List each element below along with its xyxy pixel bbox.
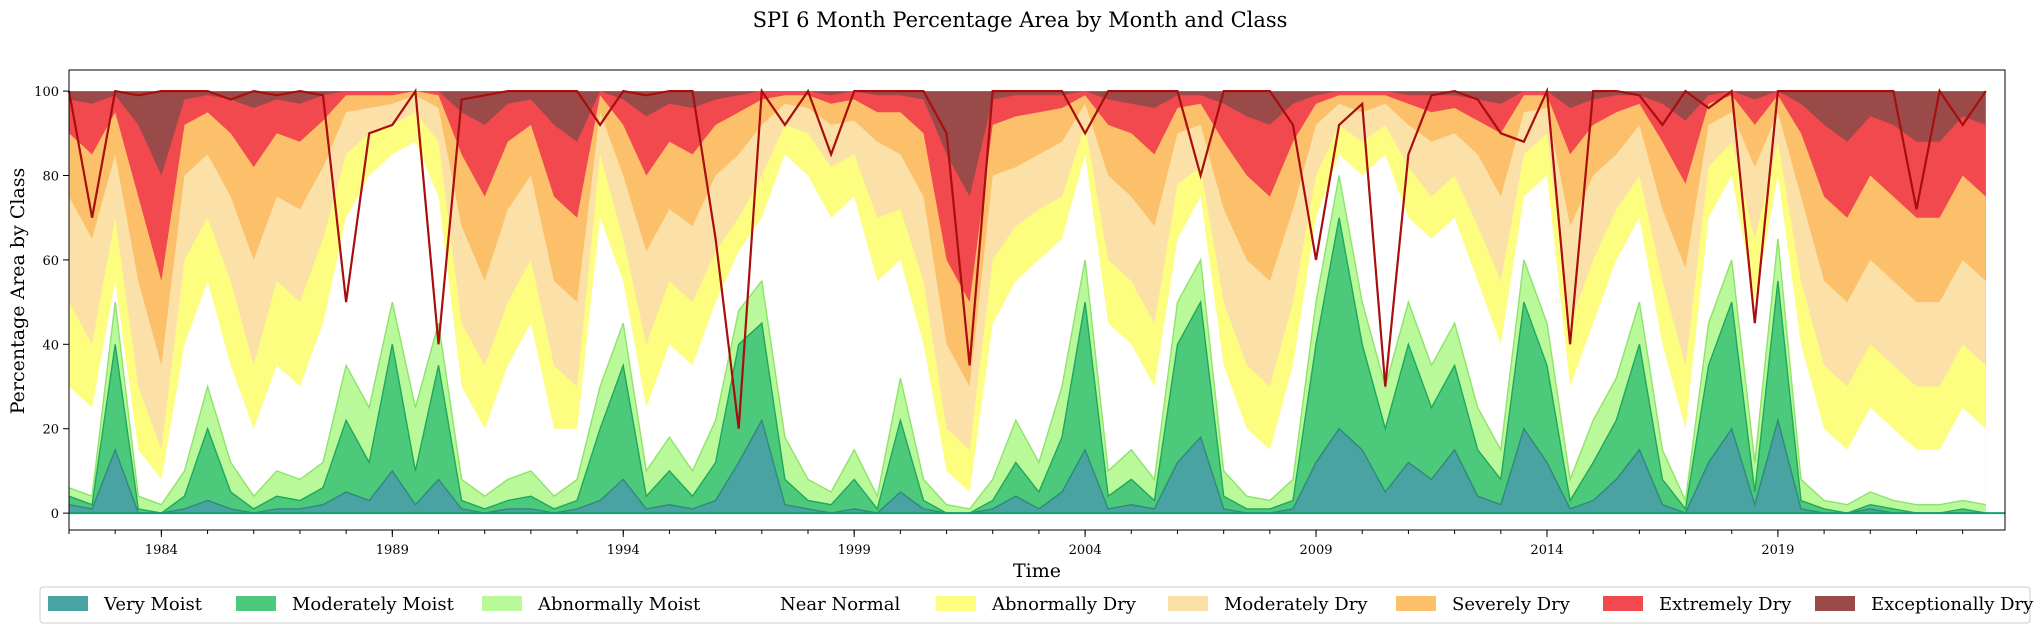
legend-label: Severely Dry — [1452, 594, 1571, 615]
legend-item-exceptionally-dry: Exceptionally Dry — [1815, 594, 2034, 615]
x-tick-label: 1989 — [376, 543, 409, 558]
legend-label: Extremely Dry — [1659, 594, 1792, 615]
y-tick-label: 0 — [51, 507, 59, 522]
y-tick-label: 40 — [42, 338, 59, 353]
x-tick-label: 2009 — [1299, 543, 1332, 558]
x-tick-label: 2004 — [1069, 543, 1102, 558]
legend: Very Moist Moderately Moist Abnormally Moi… — [39, 586, 2034, 624]
legend-item-abnormally-moist: Abnormally Moist — [482, 594, 701, 615]
area-very-moist — [69, 420, 1986, 514]
y-tick-label: 60 — [42, 254, 59, 269]
legend-label: Abnormally Moist — [537, 594, 701, 615]
x-axis-label: Time — [1013, 560, 1061, 582]
x-tick-label: 1999 — [838, 543, 871, 558]
legend-item-extremely-dry: Extremely Dry — [1603, 594, 1792, 615]
line-abnormally-moist — [68, 175, 1986, 510]
y-tick-label: 80 — [42, 170, 59, 185]
plot-frame — [68, 69, 2006, 531]
legend-frame — [39, 586, 2031, 624]
legend-item-moderately-dry: Moderately Dry — [1168, 594, 1368, 615]
legend-swatch — [1396, 596, 1436, 611]
y-tick-label: 20 — [42, 423, 59, 438]
dry-boundary-line — [67, 86, 1987, 429]
y-tick-label: 100 — [34, 85, 59, 100]
legend-swatch — [48, 596, 88, 611]
legend-item-very-moist: Very Moist — [48, 594, 203, 615]
legend-label: Exceptionally Dry — [1871, 594, 2034, 615]
legend-item-near-normal: Near Normal — [724, 594, 900, 615]
legend-item-severely-dry: Severely Dry — [1396, 594, 1571, 615]
chart-title: SPI 6 Month Percentage Area by Month and… — [753, 8, 1288, 32]
x-tick-label: 1994 — [607, 543, 640, 558]
legend-swatch — [936, 596, 976, 611]
legend-swatch — [1815, 596, 1855, 611]
legend-swatch — [236, 596, 276, 611]
x-axis: 1984 1989 1994 1999 2004 2009 2014 2019 — [68, 530, 1964, 558]
legend-swatch — [1603, 596, 1643, 611]
legend-item-abnormally-dry: Abnormally Dry — [936, 594, 1137, 615]
legend-label: Very Moist — [103, 594, 203, 615]
line-moderately-moist — [68, 217, 1986, 514]
line-very-moist — [68, 417, 1986, 514]
legend-label: Near Normal — [780, 594, 900, 615]
area-abnormally-moist — [69, 175, 1986, 514]
x-tick-label: 2014 — [1530, 543, 1563, 558]
y-axis-label: Percentage Area by Class — [7, 168, 29, 415]
legend-swatch — [724, 596, 764, 611]
legend-label: Moderately Moist — [292, 594, 455, 615]
x-tick-label: 1984 — [145, 543, 178, 558]
legend-label: Moderately Dry — [1224, 594, 1368, 615]
y-axis: 0 20 40 60 80 100 — [34, 85, 69, 522]
legend-label: Abnormally Dry — [991, 594, 1137, 615]
legend-swatch — [1168, 596, 1208, 611]
x-tick-label: 2019 — [1761, 543, 1794, 558]
legend-item-moderately-moist: Moderately Moist — [236, 594, 455, 615]
legend-swatch — [482, 596, 522, 611]
plot-area — [67, 86, 2005, 515]
